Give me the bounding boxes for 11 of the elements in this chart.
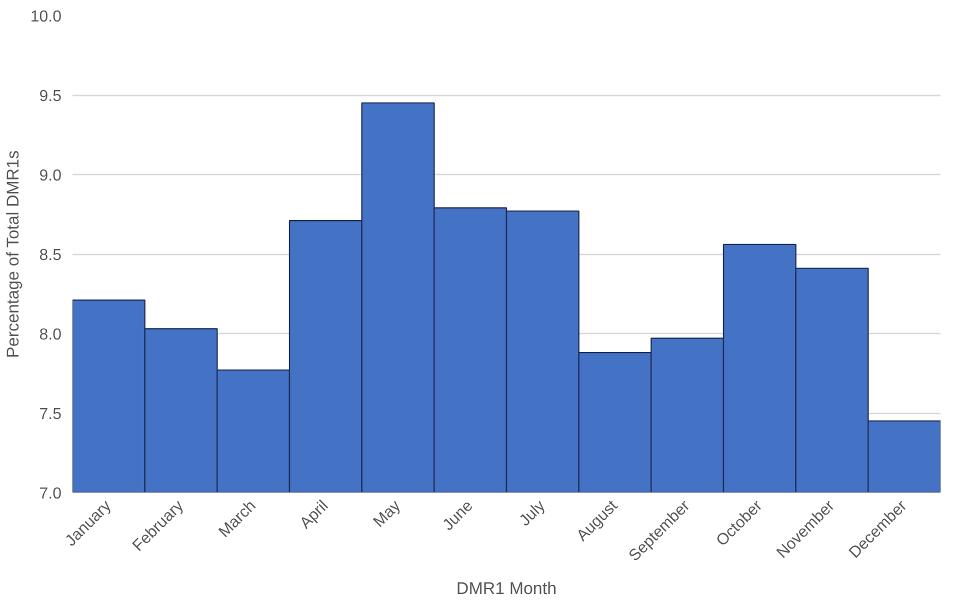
y-tick-label: 9.5 [39,88,62,105]
y-tick-label: 9.0 [39,168,62,184]
y-tick-label: 8.0 [39,326,62,344]
x-tick-label: July [516,497,549,530]
y-tick-label: 10.0 [30,8,62,26]
y-tick-label: 7.5 [39,406,62,423]
x-tick-label: May [370,497,404,531]
y-tick-label: 7.0 [39,486,62,502]
y-axis-title: Percentage of Total DMR1s [3,150,22,358]
x-axis-title: DMR1 Month [456,578,557,598]
y-tick-label: 8.5 [39,247,62,264]
